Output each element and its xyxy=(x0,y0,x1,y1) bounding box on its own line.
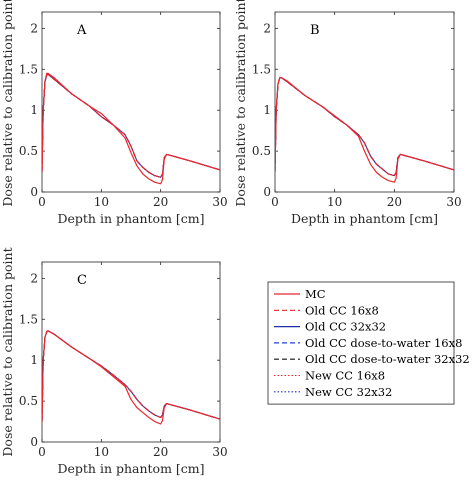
legend-entry-label: Old CC 32x32 xyxy=(305,320,386,334)
y-tick-label: 1.5 xyxy=(252,62,271,76)
legend-entry-label: Old CC dose-to-water 16x8 xyxy=(305,336,462,350)
panel-label: A xyxy=(76,23,87,38)
legend-entry-label: New CC 16x8 xyxy=(305,369,385,383)
x-tick-label: 0 xyxy=(38,445,46,459)
panel-label: B xyxy=(310,23,320,38)
axes-box xyxy=(274,11,455,193)
y-tick-label: 0.5 xyxy=(19,144,38,158)
axes-box xyxy=(41,11,221,193)
x-tick-label: 10 xyxy=(94,445,109,459)
legend-entry-label: Old CC dose-to-water 32x32 xyxy=(305,352,470,366)
x-tick-label: 20 xyxy=(153,445,168,459)
y-tick-label: 1.5 xyxy=(19,312,38,326)
legend: MC Old CC 16x8 Old CC 32x32 Old CC dose-to-… xyxy=(267,281,470,405)
panel-label: C xyxy=(77,273,87,288)
series-line-mc xyxy=(42,72,220,185)
x-tick-label: 0 xyxy=(271,195,279,209)
x-tick-label: 10 xyxy=(94,195,109,209)
legend-entry-label: Old CC 16x8 xyxy=(305,303,379,317)
x-tick-label: 20 xyxy=(387,195,402,209)
y-tick-label: 0 xyxy=(30,185,38,199)
panel-b: 0 10 20 30 0 0.5 1 1.5 2 Depth in phantom [cm] Dos… xyxy=(233,0,462,226)
y-tick-label: 2 xyxy=(263,21,271,35)
y-tick-label: 2 xyxy=(30,271,38,285)
x-tick-label: 20 xyxy=(153,195,168,209)
series-line-mc xyxy=(42,330,220,425)
x-tick-label: 30 xyxy=(446,195,461,209)
x-axis-label: Depth in phantom [cm] xyxy=(291,211,438,226)
series-line-mc xyxy=(275,76,454,183)
y-tick-label: 2 xyxy=(30,21,38,35)
x-tick-label: 30 xyxy=(212,195,227,209)
y-tick-label: 1 xyxy=(30,353,38,367)
x-tick-label: 0 xyxy=(38,195,46,209)
panel-a: 0 10 20 30 0 0.5 1 1.5 2 Depth in phantom [cm] Dos… xyxy=(0,0,228,226)
y-tick-label: 0 xyxy=(263,185,271,199)
axes-box xyxy=(41,261,221,443)
y-tick-label: 0.5 xyxy=(19,394,38,408)
y-axis-label: Dose relative to calibration point xyxy=(0,247,15,456)
y-axis-label: Dose relative to calibration point xyxy=(0,0,15,207)
x-tick-label: 30 xyxy=(212,445,227,459)
y-tick-label: 1.5 xyxy=(19,62,38,76)
y-tick-label: 1 xyxy=(263,103,271,117)
x-axis-label: Depth in phantom [cm] xyxy=(57,461,204,476)
y-tick-label: 1 xyxy=(30,103,38,117)
y-axis-label: Dose relative to calibration point xyxy=(233,0,248,207)
x-axis-label: Depth in phantom [cm] xyxy=(57,211,204,226)
y-tick-label: 0.5 xyxy=(252,144,271,158)
panel-c: 0 10 20 30 0 0.5 1 1.5 2 Depth in phantom [cm] Dos… xyxy=(0,247,228,476)
y-tick-label: 0 xyxy=(30,435,38,449)
legend-entry-label: MC xyxy=(305,287,326,301)
x-tick-label: 10 xyxy=(327,195,342,209)
legend-entry-label: New CC 32x32 xyxy=(305,385,392,399)
